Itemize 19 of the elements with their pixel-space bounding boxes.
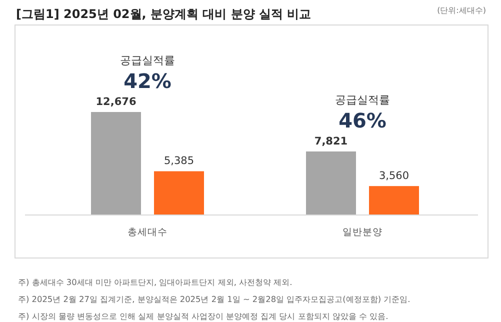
bar [91, 112, 141, 215]
data-label: 5,385 [164, 155, 194, 168]
data-label: 3,560 [378, 170, 410, 182]
bar [306, 151, 356, 215]
x-tick-label: 총세대수 [128, 227, 168, 238]
text: 공급실적률 [335, 93, 390, 106]
data-label: 12,676 [96, 96, 136, 108]
x-tick-label: 일반분양 [342, 227, 382, 238]
text: 주) 총세대수 30세대 미만 아파트단지, 임대아파트단지 제외, 사전청약 제외. [18, 277, 292, 287]
bar [369, 186, 419, 215]
bar [154, 171, 204, 215]
text: 주) 2025년 2월 27일 집계기준, 분양실적은 2025년 2월 1일 ~ 2월28일 입주자모집공고(예정포함) 기준임. [18, 294, 410, 304]
text: 42% [124, 69, 172, 93]
annotation: 46% [338, 108, 386, 132]
text: (단위:세대수) [437, 6, 486, 15]
text: 주) 시장의 물량 변동성으로 인해 실제 분양실적 사업장이 분양예정 집계 당시 포함되지 않았을 수 있음. [18, 311, 388, 321]
text: 공급실적률 [120, 54, 175, 67]
chart-title: [그림1] 2025년 02월, 분양계획 대비 분양 실적 비교 [16, 7, 312, 21]
data-label: 7,821 [314, 135, 348, 148]
